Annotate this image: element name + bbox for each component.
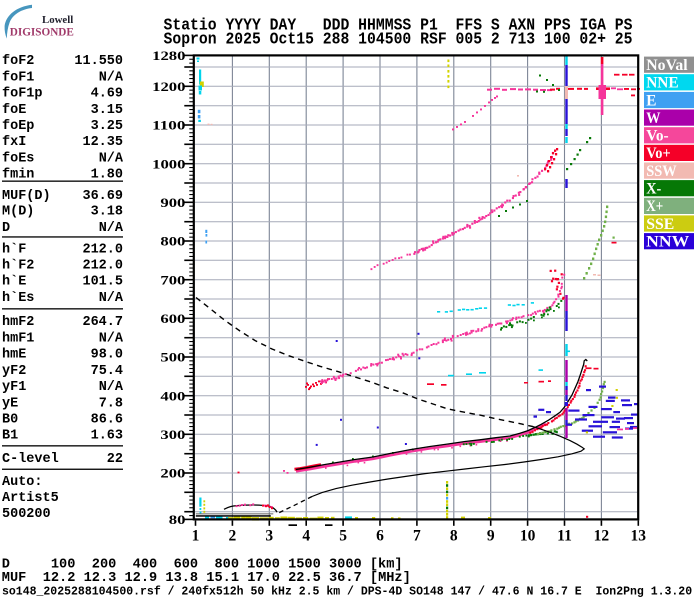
svg-text:6: 6 [376,528,384,545]
svg-text:1100: 1100 [152,118,185,133]
svg-text:C-level: C-level [2,452,59,467]
svg-text:MUF(D): MUF(D) [2,189,51,204]
svg-text:h`F: h`F [2,242,26,257]
svg-text:foEp: foEp [2,119,34,134]
svg-text:22: 22 [107,452,123,467]
svg-text:Auto:: Auto: [2,475,43,490]
svg-text:3: 3 [265,528,273,545]
svg-text:12.35: 12.35 [82,135,123,150]
svg-text:80: 80 [169,512,186,527]
svg-text:11.550: 11.550 [74,54,123,69]
svg-text:1280: 1280 [152,48,185,63]
svg-text:SSE: SSE [646,216,674,233]
svg-text:500: 500 [160,350,185,365]
svg-text:fmin: fmin [2,168,34,183]
svg-text:yE: yE [2,396,18,411]
svg-text:5: 5 [339,528,347,545]
svg-text:8: 8 [450,528,458,545]
svg-text:7: 7 [413,528,421,545]
svg-text:D 100 200 400 600 800: D 100 200 400 600 800 1000 1500 3000 [km… [2,556,403,572]
svg-text:101.5: 101.5 [82,275,123,290]
svg-text:700: 700 [160,272,185,287]
svg-text:foF2: foF2 [2,54,34,69]
svg-text:DIGISONDE: DIGISONDE [10,26,74,38]
svg-text:hmE: hmE [2,348,26,363]
svg-text:hmF2: hmF2 [2,315,34,330]
svg-text:N/A: N/A [99,291,124,306]
svg-text:12: 12 [594,528,610,545]
svg-text:SSW: SSW [646,163,677,180]
svg-text:X-: X- [646,181,661,198]
svg-text:800: 800 [160,234,185,249]
svg-text:3.18: 3.18 [91,204,123,219]
svg-text:W: W [646,110,660,127]
svg-text:N/A: N/A [99,221,124,236]
svg-text:h`F2: h`F2 [2,259,34,274]
svg-text:264.7: 264.7 [82,315,123,330]
svg-text:98.0: 98.0 [91,348,123,363]
svg-text:B0: B0 [2,413,18,428]
svg-text:1.63: 1.63 [91,428,123,443]
svg-text:h`Es: h`Es [2,291,34,306]
svg-text:so148_2025288104500.rsf / 240f: so148_2025288104500.rsf / 240fx512h 50 k… [2,586,692,599]
svg-text:10: 10 [520,528,536,545]
svg-text:NNW: NNW [646,234,689,251]
svg-text:3.25: 3.25 [91,119,123,134]
svg-text:1000: 1000 [152,156,185,171]
svg-text:yF1: yF1 [2,380,26,395]
svg-text:7.8: 7.8 [99,396,123,411]
svg-text:13: 13 [631,528,647,545]
svg-text:Artist5: Artist5 [2,491,59,506]
svg-text:fxI: fxI [2,135,26,150]
svg-text:MUF 12.2 12.3 12.9 13.8 15.1: MUF 12.2 12.3 12.9 13.8 15.1 17.0 22.5 3… [2,570,411,586]
svg-text:N/A: N/A [99,380,124,395]
svg-text:200: 200 [160,466,185,481]
svg-text:4: 4 [302,528,310,545]
svg-text:3.15: 3.15 [91,103,123,118]
svg-text:9: 9 [487,528,495,545]
svg-text:D: D [2,221,10,236]
svg-text:Vo+: Vo+ [646,145,671,162]
svg-text:NNE: NNE [646,75,679,92]
svg-text:86.6: 86.6 [91,413,123,428]
svg-text:NoVal: NoVal [646,57,688,74]
svg-text:600: 600 [160,311,185,326]
svg-text:4.69: 4.69 [91,87,123,102]
svg-text:foE: foE [2,103,26,118]
svg-text:900: 900 [160,195,185,210]
svg-text:500200: 500200 [2,507,51,522]
svg-text:X+: X+ [646,198,663,215]
svg-text:Sopron 2025 Oct15 288 104500 R: Sopron 2025 Oct15 288 104500 RSF 005 2 7… [164,30,633,49]
svg-text:N/A: N/A [99,331,124,346]
svg-text:36.69: 36.69 [82,189,123,204]
svg-text:Vo-: Vo- [646,128,669,145]
svg-text:foF1: foF1 [2,70,34,85]
svg-text:11: 11 [557,528,572,545]
svg-text:Lowell: Lowell [42,14,73,26]
svg-text:300: 300 [160,427,185,442]
svg-text:yF2: yF2 [2,364,26,379]
svg-text:1: 1 [192,528,200,545]
svg-text:Statio YYYY DAY DDD HHMMSS P: Statio YYYY DAY DDD HHMMSS P1 FFS S AXN … [164,16,633,35]
svg-text:foEs: foEs [2,151,34,166]
svg-text:foF1p: foF1p [2,87,43,102]
svg-text:1200: 1200 [152,79,185,94]
svg-text:212.0: 212.0 [82,242,123,257]
svg-text:1.80: 1.80 [91,168,123,183]
svg-text:N/A: N/A [99,151,124,166]
svg-text:E: E [646,92,656,109]
svg-text:75.4: 75.4 [91,364,123,379]
svg-text:M(D): M(D) [2,204,34,219]
svg-text:B1: B1 [2,428,18,443]
svg-text:N/A: N/A [99,70,124,85]
svg-text:h`E: h`E [2,275,26,290]
svg-text:400: 400 [160,388,185,403]
svg-text:2: 2 [229,528,237,545]
svg-text:212.0: 212.0 [82,259,123,274]
svg-text:hmF1: hmF1 [2,331,34,346]
